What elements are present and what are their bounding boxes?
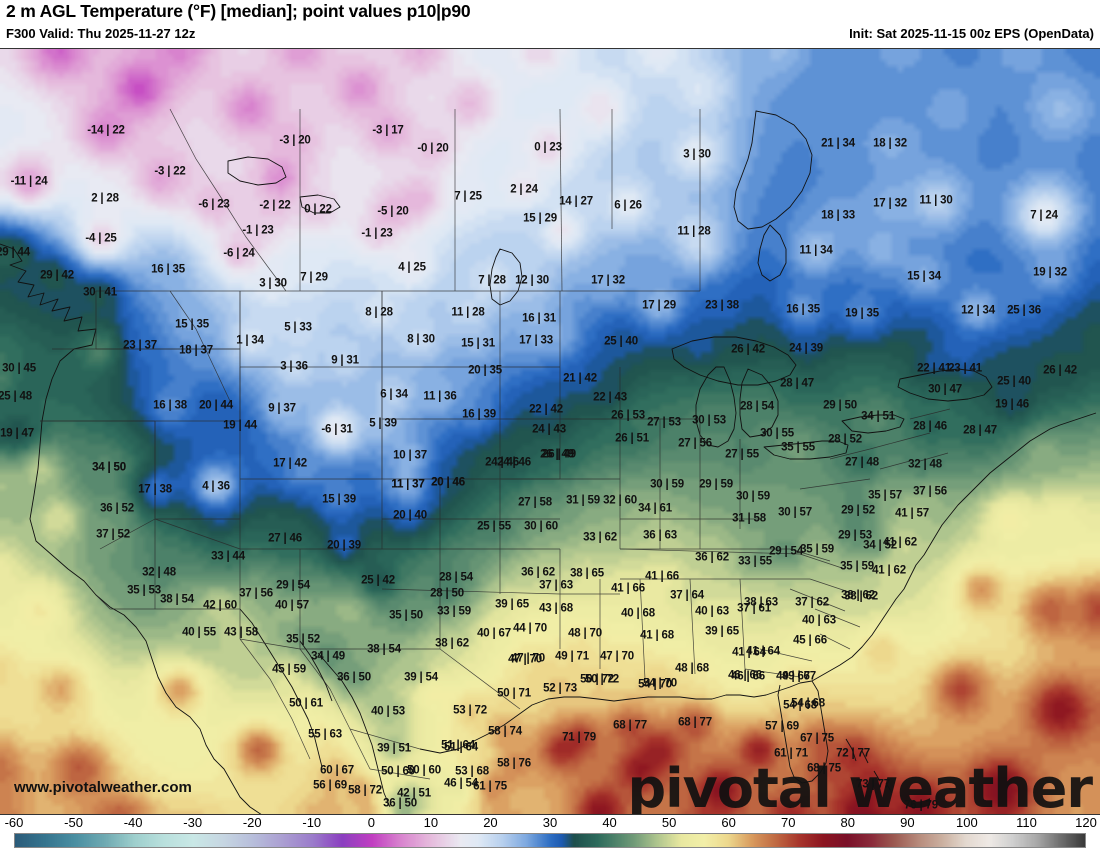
colorbar[interactable] [14,833,1086,848]
colorbar-tick: 70 [780,815,796,830]
colorbar-tick: 80 [840,815,855,830]
page-title: 2 m AGL Temperature (°F) [median]; point… [6,1,471,22]
colorbar-tick: 0 [367,815,375,830]
colorbar-tick: -40 [123,815,143,830]
colorbar-tick: -50 [64,815,83,830]
political-borders [40,108,951,780]
map-geography-overlay [0,108,1097,814]
colorbar-tick: 50 [661,815,677,830]
colorbar-tick: 20 [483,815,498,830]
coastlines [0,110,1097,814]
colorbar-gradient [15,834,1085,847]
colorbar-tick: 10 [423,815,439,830]
colorbar-tick-labels: -60 -50 -40 -30 -20 -10 0 10 20 30 40 50 60 70 80 90 100… [0,815,1100,832]
colorbar-tick: 120 [1075,815,1097,830]
brand-watermark: pivotal weather [627,757,1093,815]
colorbar-tick: -10 [302,815,322,830]
url-watermark: www.pivotalweather.com [14,779,192,796]
page-header: 2 m AGL Temperature (°F) [median]; point… [0,0,1100,48]
colorbar-tick: 40 [602,815,617,830]
map-viewport[interactable]: -14 | 22 -11 | 24 2 | 28 -4 | 25 -3 | 22 -6 |… [0,48,1100,815]
colorbar-area: -60 -50 -40 -30 -20 -10 0 10 20 30 40 50 60 70 80 90 100… [0,815,1100,850]
colorbar-tick: 110 [1016,815,1037,830]
temperature-heatmap-canvas[interactable] [0,49,1100,814]
colorbar-tick: -30 [183,815,203,830]
colorbar-tick: 100 [956,815,978,830]
init-time-label: Init: Sat 2025-11-15 00z EPS (OpenData) [849,26,1094,41]
colorbar-tick: 60 [721,815,736,830]
title-text: 2 m AGL Temperature (°F) [median]; point… [6,1,471,21]
colorbar-tick: 30 [542,815,558,830]
colorbar-tick: -20 [242,815,262,830]
colorbar-tick: -60 [4,815,24,830]
colorbar-tick: 90 [900,815,915,830]
valid-time-label: F300 Valid: Thu 2025-11-27 12z [6,26,196,41]
